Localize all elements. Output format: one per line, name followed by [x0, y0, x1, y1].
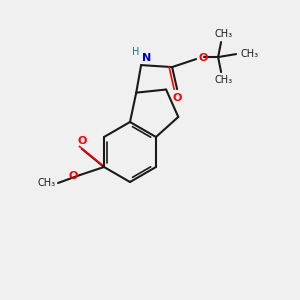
Text: CH₃: CH₃	[38, 178, 56, 188]
Text: H: H	[132, 47, 140, 57]
Text: CH₃: CH₃	[214, 29, 232, 39]
Text: N: N	[142, 53, 151, 63]
Text: O: O	[172, 93, 182, 103]
Text: O: O	[198, 53, 208, 63]
Text: O: O	[77, 136, 87, 146]
Text: O: O	[69, 171, 78, 181]
Text: CH₃: CH₃	[240, 49, 258, 59]
Text: CH₃: CH₃	[214, 75, 232, 85]
